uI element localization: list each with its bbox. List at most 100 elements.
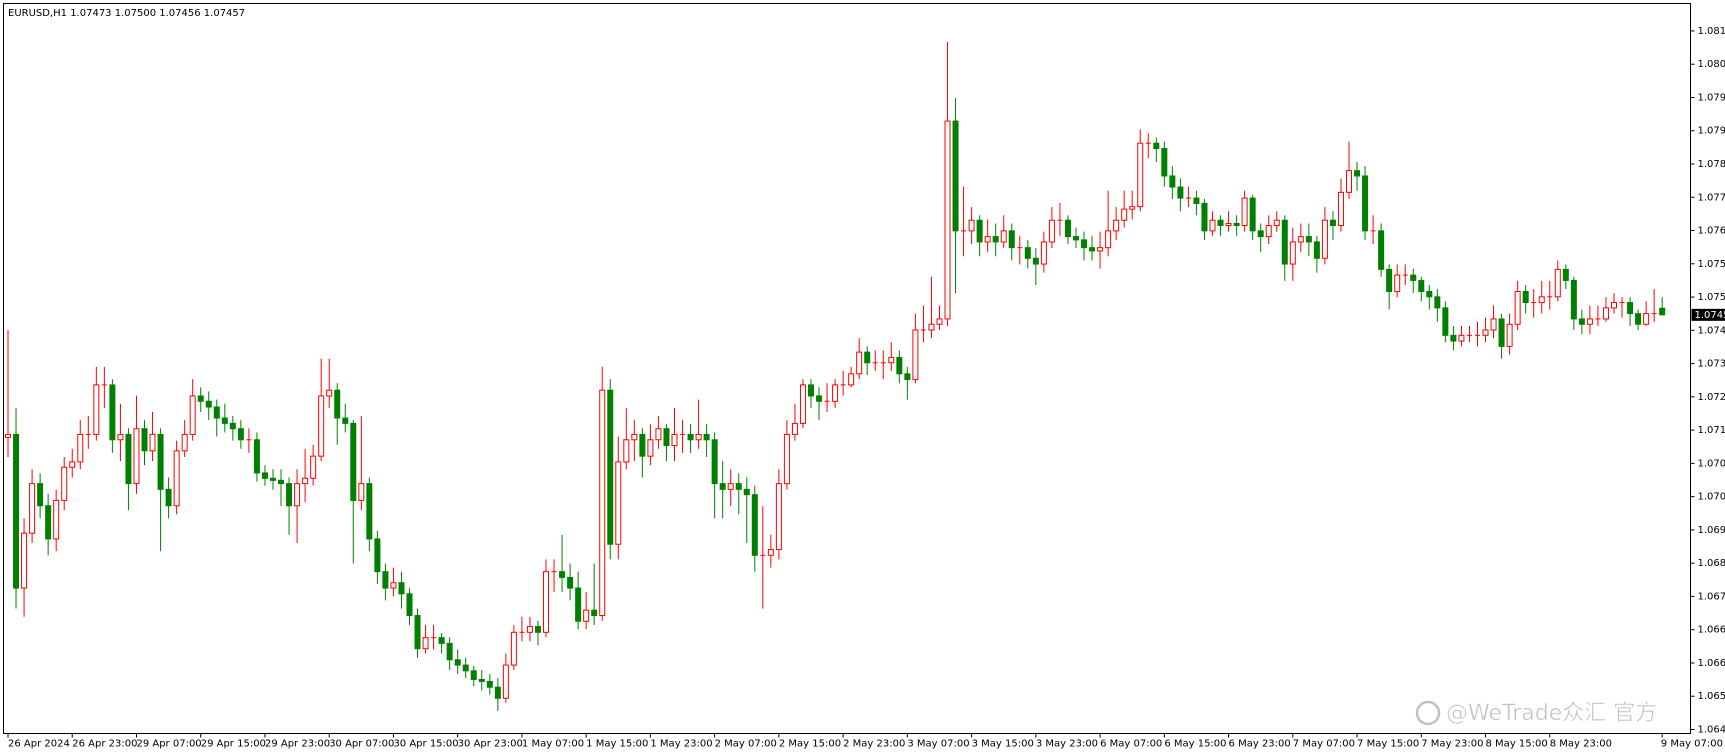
candle-body bbox=[848, 373, 855, 386]
plot-frame bbox=[3, 3, 1691, 734]
candle-body bbox=[374, 538, 381, 573]
y-tick-label: 1.0718 bbox=[1698, 425, 1725, 436]
candle-body bbox=[1225, 222, 1232, 227]
candle-body bbox=[326, 389, 333, 397]
candle-body bbox=[623, 439, 630, 463]
candle-body bbox=[767, 549, 774, 556]
candle-body bbox=[1177, 186, 1184, 199]
candle-body bbox=[422, 637, 429, 650]
candle-body bbox=[213, 406, 220, 419]
candle-body bbox=[583, 609, 590, 622]
x-tick-label: 1 May 15:00 bbox=[586, 739, 648, 750]
candle-body bbox=[278, 479, 285, 485]
candle-body bbox=[928, 323, 935, 331]
candle-body bbox=[888, 356, 895, 364]
candle-body bbox=[1121, 208, 1128, 221]
x-tick-label: 7 May 15:00 bbox=[1357, 739, 1419, 750]
candle-body bbox=[687, 433, 694, 441]
candle-body bbox=[1193, 197, 1200, 204]
y-tick-label: 1.0766 bbox=[1698, 226, 1725, 237]
candle-body bbox=[1329, 219, 1336, 227]
candle-body bbox=[189, 395, 196, 435]
candle-body bbox=[462, 664, 469, 672]
candle-body bbox=[141, 428, 148, 452]
candle-body bbox=[382, 571, 389, 589]
last-price-tag bbox=[1691, 308, 1725, 321]
candle-body bbox=[350, 422, 357, 501]
candle-body bbox=[1611, 302, 1617, 309]
candle-body bbox=[1562, 268, 1569, 281]
candle-body bbox=[575, 587, 582, 622]
candle-body bbox=[1490, 318, 1497, 331]
x-tick-label: 8 May 15:00 bbox=[1486, 739, 1548, 750]
candle-body bbox=[1233, 222, 1240, 227]
candle-body bbox=[1072, 236, 1079, 241]
candle-body bbox=[261, 472, 268, 479]
candle-body bbox=[1024, 247, 1031, 259]
y-tick-label: 1.0807 bbox=[1698, 59, 1725, 70]
candle-body bbox=[478, 678, 485, 682]
candle-body bbox=[1048, 219, 1055, 243]
y-tick-label: 1.0799 bbox=[1698, 92, 1725, 103]
candle-body bbox=[1386, 268, 1393, 292]
candle-body bbox=[912, 329, 919, 381]
candle-body bbox=[1137, 142, 1144, 208]
x-tick-label: 29 Apr 23:00 bbox=[265, 739, 330, 750]
x-tick-label: 6 May 23:00 bbox=[1229, 739, 1291, 750]
x-tick-label: 8 May 23:00 bbox=[1550, 739, 1612, 750]
candle-body bbox=[1450, 334, 1457, 342]
candle-body bbox=[165, 488, 172, 507]
candle-body bbox=[149, 433, 156, 452]
candle-body bbox=[526, 626, 533, 633]
candle-body bbox=[454, 659, 461, 666]
x-tick-label: 2 May 23:00 bbox=[843, 739, 905, 750]
candle-body bbox=[77, 433, 84, 463]
candle-body bbox=[310, 455, 317, 479]
candle-body bbox=[109, 384, 116, 441]
candle-body bbox=[791, 422, 798, 435]
candle-body bbox=[1097, 247, 1104, 252]
candle-body bbox=[1249, 197, 1256, 232]
x-tick-label: 6 May 15:00 bbox=[1164, 739, 1226, 750]
candle-body bbox=[615, 461, 622, 545]
candle-body bbox=[1458, 334, 1465, 342]
y-tick-label: 1.0709 bbox=[1698, 458, 1725, 469]
candle-body bbox=[1241, 197, 1248, 227]
x-tick-label: 30 Apr 15:00 bbox=[393, 739, 458, 750]
candle-body bbox=[671, 433, 678, 447]
candle-body bbox=[1000, 230, 1007, 243]
candle-body bbox=[205, 400, 212, 408]
y-tick-label: 1.0758 bbox=[1698, 259, 1725, 270]
candle-body bbox=[1418, 279, 1425, 292]
candle-body bbox=[13, 433, 20, 589]
candle-body bbox=[896, 356, 903, 375]
y-tick-label: 1.0669 bbox=[1698, 625, 1725, 636]
candle-body bbox=[37, 483, 44, 507]
candle-body bbox=[1281, 219, 1288, 265]
candle-body bbox=[486, 680, 493, 688]
candle-body bbox=[1289, 241, 1296, 265]
x-tick-label: 9 May 07:00 bbox=[1661, 739, 1723, 750]
candle-body bbox=[856, 351, 863, 375]
candle-body bbox=[1217, 219, 1224, 227]
candle-body bbox=[1627, 302, 1634, 315]
candle-body bbox=[1297, 236, 1304, 243]
x-tick-label: 29 Apr 15:00 bbox=[201, 739, 266, 750]
x-tick-label: 1 May 23:00 bbox=[650, 739, 712, 750]
y-tick-label: 1.0644 bbox=[1698, 724, 1725, 735]
candle-body bbox=[1410, 274, 1417, 281]
x-tick-label: 6 May 07:00 bbox=[1100, 739, 1162, 750]
candle-body bbox=[1105, 230, 1112, 249]
candle-body bbox=[1554, 268, 1561, 298]
candle-body bbox=[502, 664, 509, 699]
watermark: @WeTrade众汇 官方 bbox=[1446, 701, 1657, 726]
candle-body bbox=[1064, 219, 1071, 238]
candle-body bbox=[1426, 290, 1433, 298]
candle-body bbox=[1643, 313, 1650, 325]
candle-body bbox=[173, 450, 180, 507]
candle-body bbox=[69, 461, 76, 468]
candle-body bbox=[1209, 219, 1216, 232]
candle-body bbox=[631, 433, 638, 441]
